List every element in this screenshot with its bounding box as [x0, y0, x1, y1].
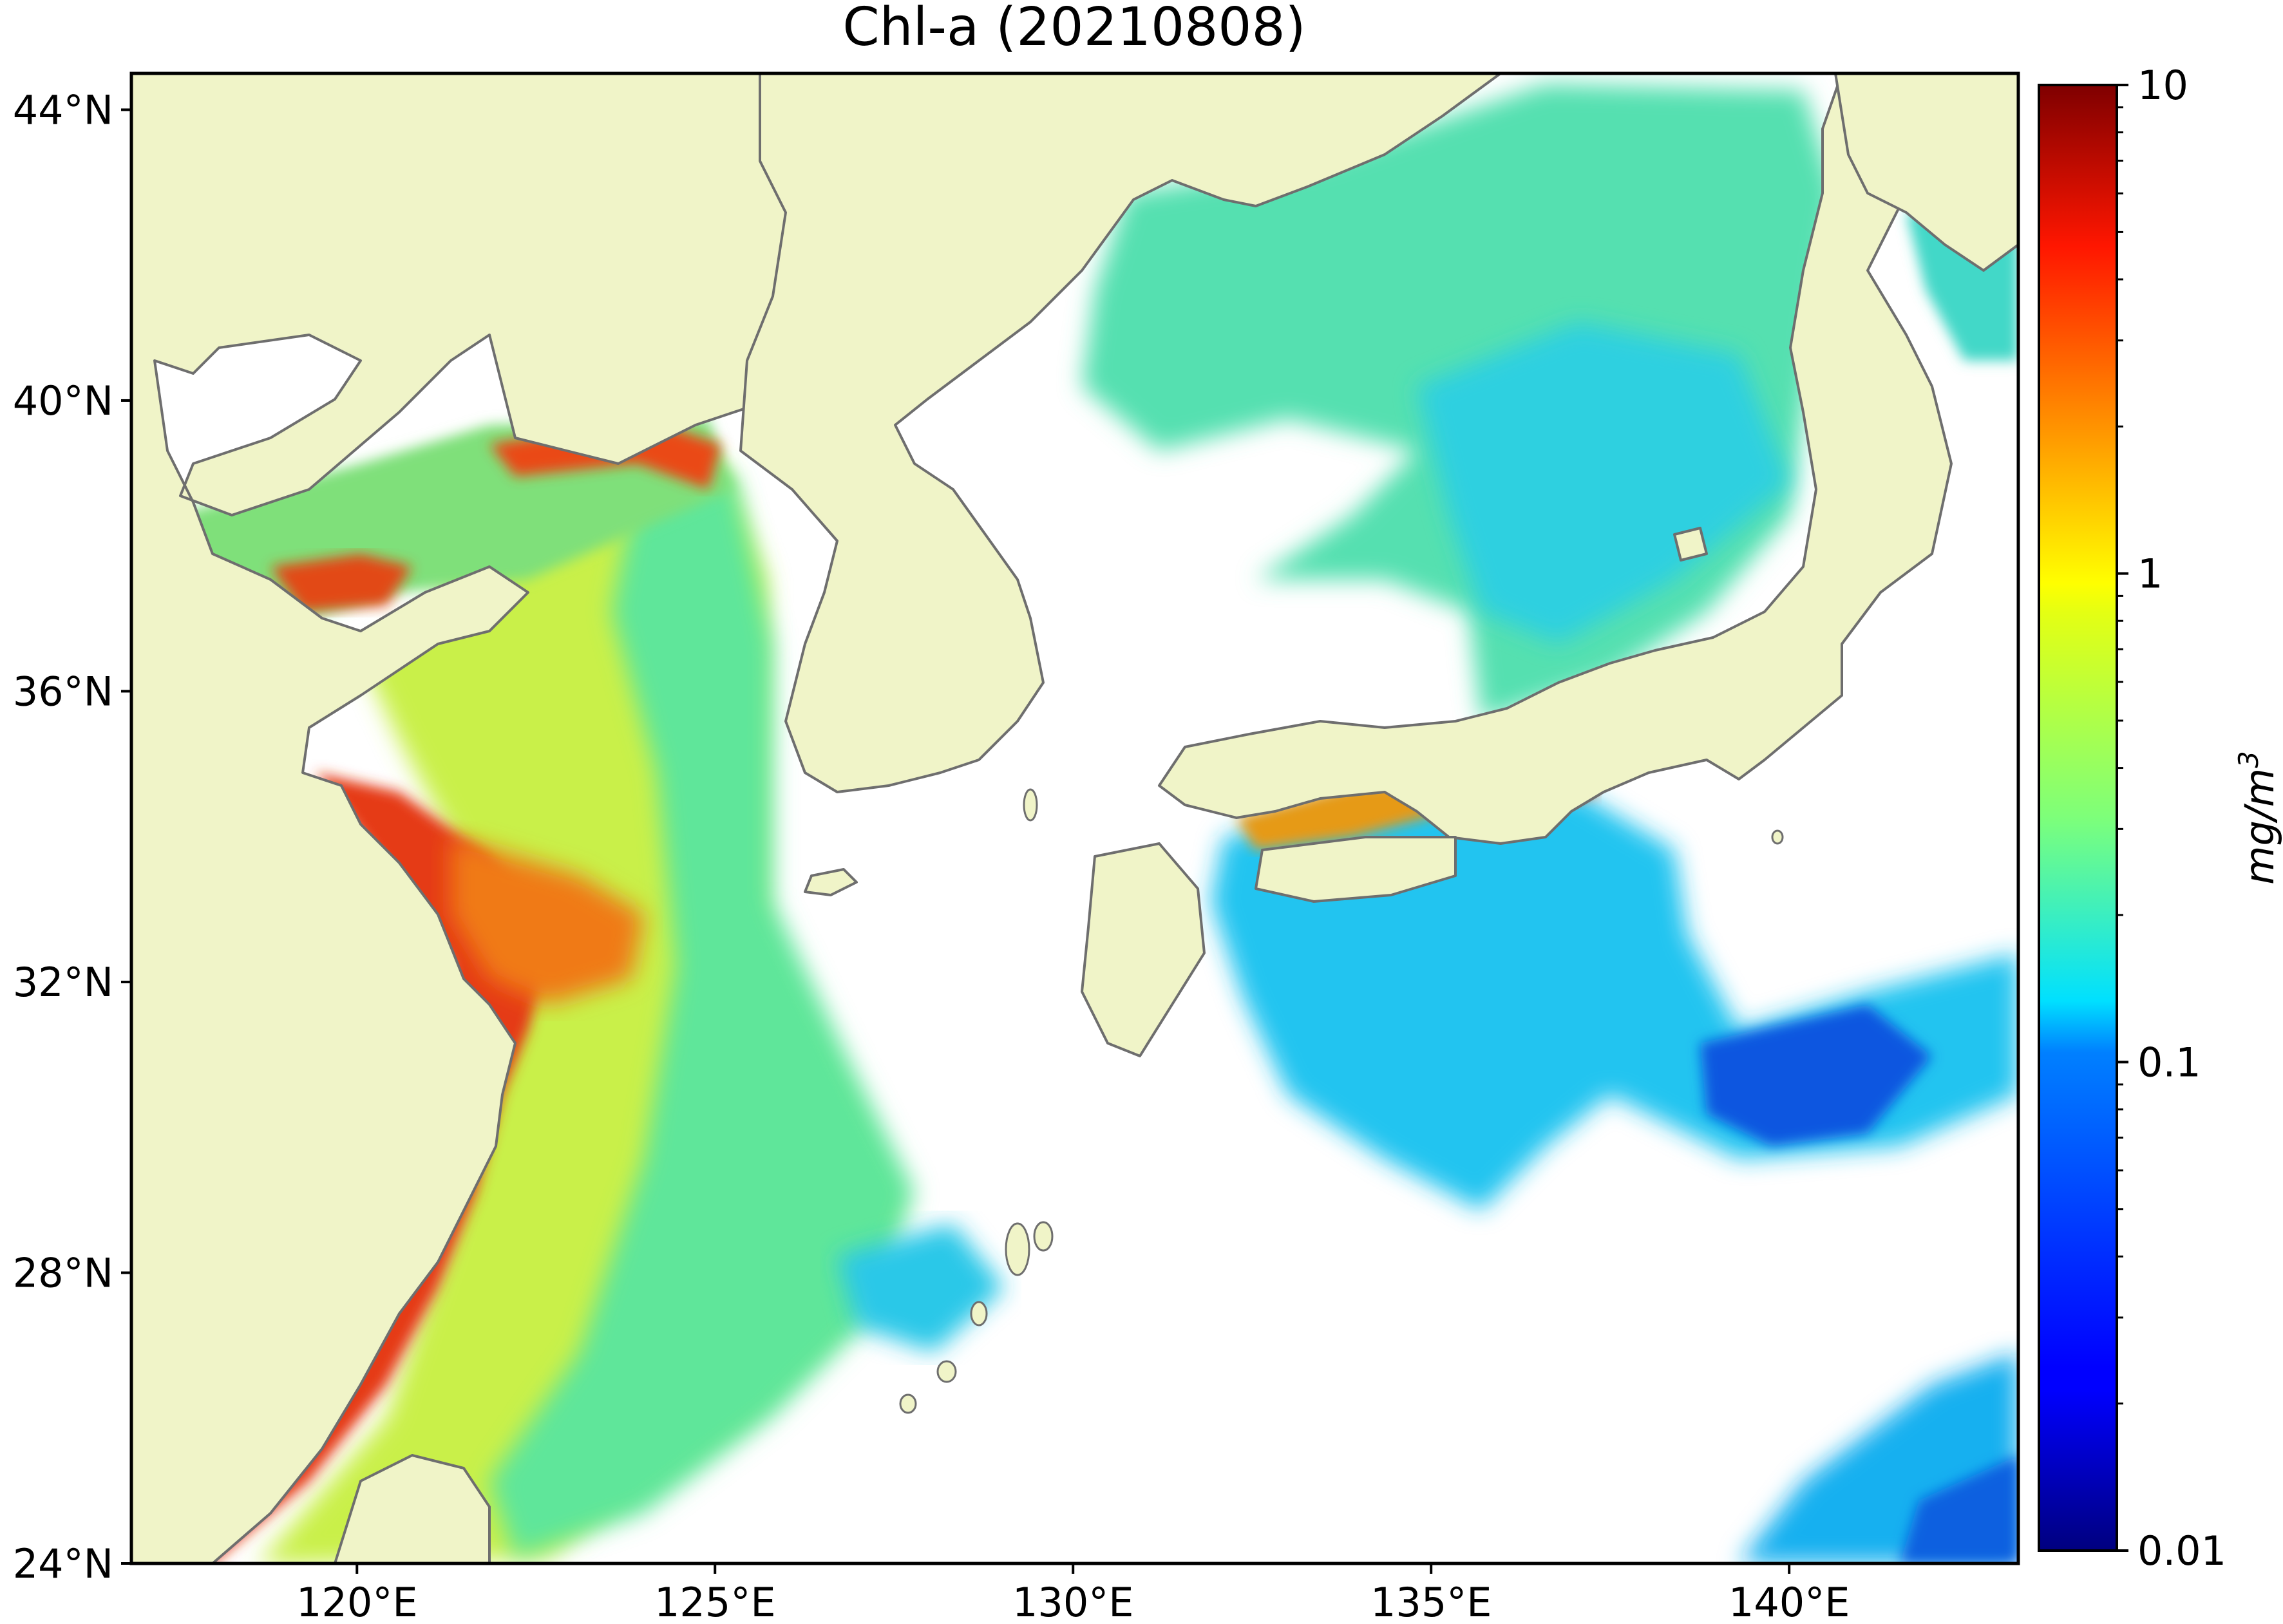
land-hokkaido: [1834, 73, 2018, 272]
y-tick-label: 40°N: [13, 377, 113, 424]
colorbar-unit-superscript: 3: [2233, 751, 2264, 768]
land-china: [131, 73, 890, 1563]
island-ryukyu-c: [899, 1393, 917, 1414]
island-layer: [899, 788, 1784, 1414]
land-sado: [1673, 527, 1708, 562]
x-tick-label: 130°E: [1012, 1579, 1134, 1624]
land-layer: [131, 73, 2018, 1563]
chl-region-yangtze-plume: [451, 837, 644, 1005]
y-tick-label: 28°N: [13, 1249, 113, 1296]
island-amami: [1033, 1221, 1054, 1252]
colorbar-unit-base: mg/m: [2236, 768, 2283, 885]
colorbar-tick-label: 0.01: [2137, 1527, 2226, 1574]
chart-title: Chl-a (20210808): [842, 0, 1305, 58]
chl-region-okinawa-patch: [837, 1223, 1005, 1352]
x-tick-label: 135°E: [1370, 1579, 1492, 1624]
y-tick-label: 36°N: [13, 668, 113, 715]
island-okinawa: [1005, 1222, 1030, 1276]
colorbar-unit-label: mg/m3: [2233, 751, 2283, 885]
chl-region-low-chl-patch: [1700, 1005, 1932, 1146]
y-axis: 24°N 28°N 32°N 36°N 40°N 44°N: [13, 86, 131, 1587]
land-taiwan: [334, 1454, 491, 1563]
colorbar-tick-label: 0.1: [2137, 1039, 2201, 1086]
y-tick-label: 24°N: [13, 1540, 113, 1587]
chl-region-ecs-green: [489, 451, 914, 1558]
chl-region-southeast-low: [1900, 1455, 2018, 1563]
land-jeju: [804, 868, 858, 896]
island-ryukyu-a: [970, 1301, 988, 1327]
land-shikoku: [1255, 836, 1457, 903]
chl-region-liaodong: [270, 554, 412, 612]
map-panel: [131, 73, 2018, 1563]
colorbar-frame: [2038, 84, 2118, 1552]
colorbar-gradient: [2039, 85, 2117, 1551]
island-izu: [1771, 829, 1784, 845]
island-tsushima: [1023, 788, 1038, 822]
chlorophyll-field: [174, 84, 2018, 1563]
x-tick-label: 140°E: [1729, 1579, 1850, 1624]
colorbar-tick-label: 1: [2137, 551, 2163, 598]
y-tick-label: 44°N: [13, 86, 113, 133]
y-tick-label: 32°N: [13, 959, 113, 1006]
colorbar-ticks: 10 1 0.1 0.01: [2117, 62, 2226, 1574]
colorbar: 10 1 0.1 0.01 mg/m3: [2038, 62, 2283, 1574]
land-kyushu: [1081, 842, 1206, 1057]
x-axis: 120°E 125°E 130°E 135°E 140°E: [296, 1563, 1850, 1624]
map-frame: [129, 71, 2020, 1565]
x-tick-label: 125°E: [654, 1579, 776, 1624]
land-japan-honshu: [1158, 73, 1953, 845]
x-tick-label: 120°E: [296, 1579, 418, 1624]
island-ryukyu-b: [936, 1360, 957, 1383]
chl-region-sea-of-japan-east: [1417, 322, 1790, 644]
land-korea-manchuria: [739, 73, 1502, 793]
colorbar-tick-label: 10: [2137, 62, 2188, 109]
